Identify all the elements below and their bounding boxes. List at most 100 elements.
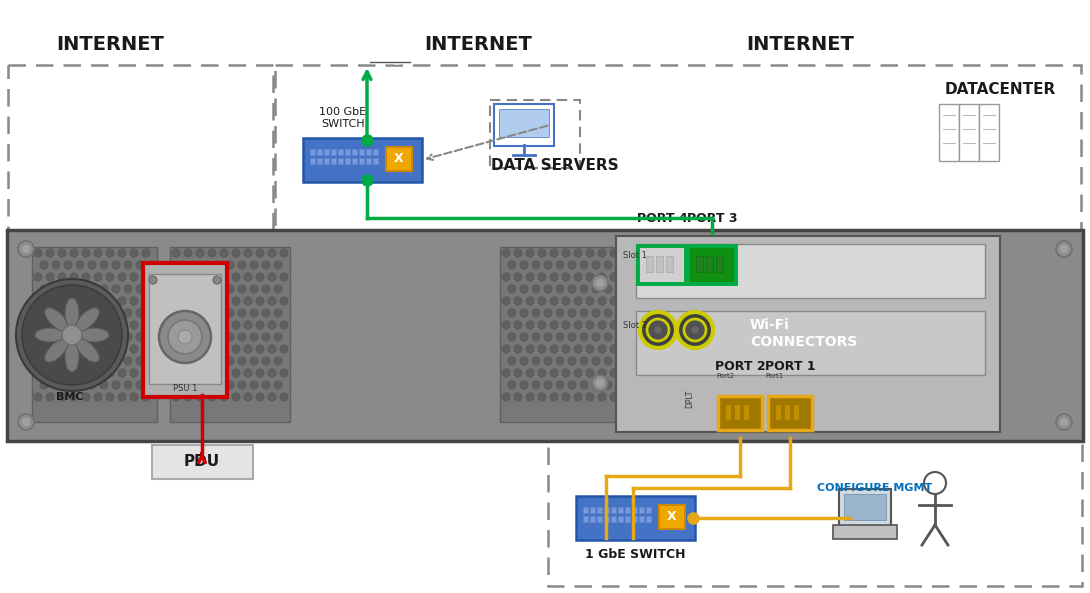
Circle shape <box>501 249 510 257</box>
Circle shape <box>592 285 601 293</box>
Circle shape <box>232 297 240 305</box>
Circle shape <box>537 297 546 305</box>
Circle shape <box>604 285 613 293</box>
Circle shape <box>46 273 54 281</box>
Circle shape <box>274 309 282 317</box>
Circle shape <box>520 285 529 293</box>
Circle shape <box>220 369 228 377</box>
Circle shape <box>604 333 613 341</box>
FancyBboxPatch shape <box>659 505 685 529</box>
Circle shape <box>34 297 43 305</box>
Circle shape <box>585 297 594 305</box>
Bar <box>359 149 364 155</box>
Circle shape <box>70 273 78 281</box>
Circle shape <box>106 321 114 329</box>
Circle shape <box>604 261 613 269</box>
Circle shape <box>262 381 270 389</box>
Bar <box>590 507 595 513</box>
Circle shape <box>549 297 558 305</box>
Circle shape <box>58 369 66 377</box>
Circle shape <box>532 381 541 389</box>
Circle shape <box>142 369 150 377</box>
Circle shape <box>501 345 510 353</box>
Circle shape <box>556 333 565 341</box>
Circle shape <box>94 345 102 353</box>
Bar <box>499 109 549 137</box>
Circle shape <box>100 381 108 389</box>
Circle shape <box>244 297 252 305</box>
Circle shape <box>34 249 43 257</box>
Circle shape <box>262 357 270 365</box>
Bar <box>352 158 358 164</box>
Circle shape <box>202 285 210 293</box>
Circle shape <box>100 261 108 269</box>
Circle shape <box>214 357 222 365</box>
Circle shape <box>124 285 132 293</box>
Circle shape <box>280 393 288 401</box>
Circle shape <box>52 381 60 389</box>
Circle shape <box>184 273 192 281</box>
Text: Wi-Fi: Wi-Fi <box>750 318 790 332</box>
Bar <box>583 516 588 522</box>
Circle shape <box>232 393 240 401</box>
Circle shape <box>94 321 102 329</box>
Circle shape <box>592 309 601 317</box>
Circle shape <box>654 326 662 334</box>
Circle shape <box>202 381 210 389</box>
Circle shape <box>544 285 553 293</box>
Circle shape <box>226 381 234 389</box>
Circle shape <box>501 273 510 281</box>
Circle shape <box>214 333 222 341</box>
Bar <box>604 507 609 513</box>
Circle shape <box>280 297 288 305</box>
Circle shape <box>677 312 713 348</box>
Bar <box>590 516 595 522</box>
Circle shape <box>520 357 529 365</box>
FancyBboxPatch shape <box>959 104 979 161</box>
FancyBboxPatch shape <box>688 246 736 284</box>
Circle shape <box>549 273 558 281</box>
Circle shape <box>76 261 84 269</box>
Bar <box>338 158 343 164</box>
Circle shape <box>136 309 144 317</box>
Circle shape <box>190 285 198 293</box>
Text: DPLT: DPLT <box>686 390 694 408</box>
Circle shape <box>172 249 180 257</box>
Circle shape <box>196 321 204 329</box>
FancyBboxPatch shape <box>839 489 891 527</box>
Circle shape <box>580 309 589 317</box>
Circle shape <box>196 273 204 281</box>
Circle shape <box>525 345 534 353</box>
Bar <box>317 158 322 164</box>
Circle shape <box>100 285 108 293</box>
Circle shape <box>573 321 582 329</box>
Circle shape <box>508 285 517 293</box>
Circle shape <box>52 261 60 269</box>
Circle shape <box>58 393 66 401</box>
Circle shape <box>214 309 222 317</box>
Text: PSU 1: PSU 1 <box>173 384 197 393</box>
Circle shape <box>16 279 128 391</box>
Circle shape <box>70 393 78 401</box>
Bar <box>646 507 651 513</box>
Circle shape <box>537 249 546 257</box>
Circle shape <box>609 393 618 401</box>
Ellipse shape <box>45 308 69 331</box>
Circle shape <box>220 345 228 353</box>
Circle shape <box>172 297 180 305</box>
Circle shape <box>21 244 31 254</box>
Circle shape <box>365 33 387 55</box>
Circle shape <box>46 321 54 329</box>
Text: 1 GbE SWITCH: 1 GbE SWITCH <box>584 547 686 560</box>
Circle shape <box>580 285 589 293</box>
Circle shape <box>220 321 228 329</box>
Circle shape <box>597 297 606 305</box>
Circle shape <box>501 297 510 305</box>
Circle shape <box>64 333 72 341</box>
Circle shape <box>106 297 114 305</box>
Circle shape <box>76 381 84 389</box>
Circle shape <box>124 381 132 389</box>
Circle shape <box>250 357 258 365</box>
Circle shape <box>268 249 276 257</box>
Circle shape <box>238 261 246 269</box>
